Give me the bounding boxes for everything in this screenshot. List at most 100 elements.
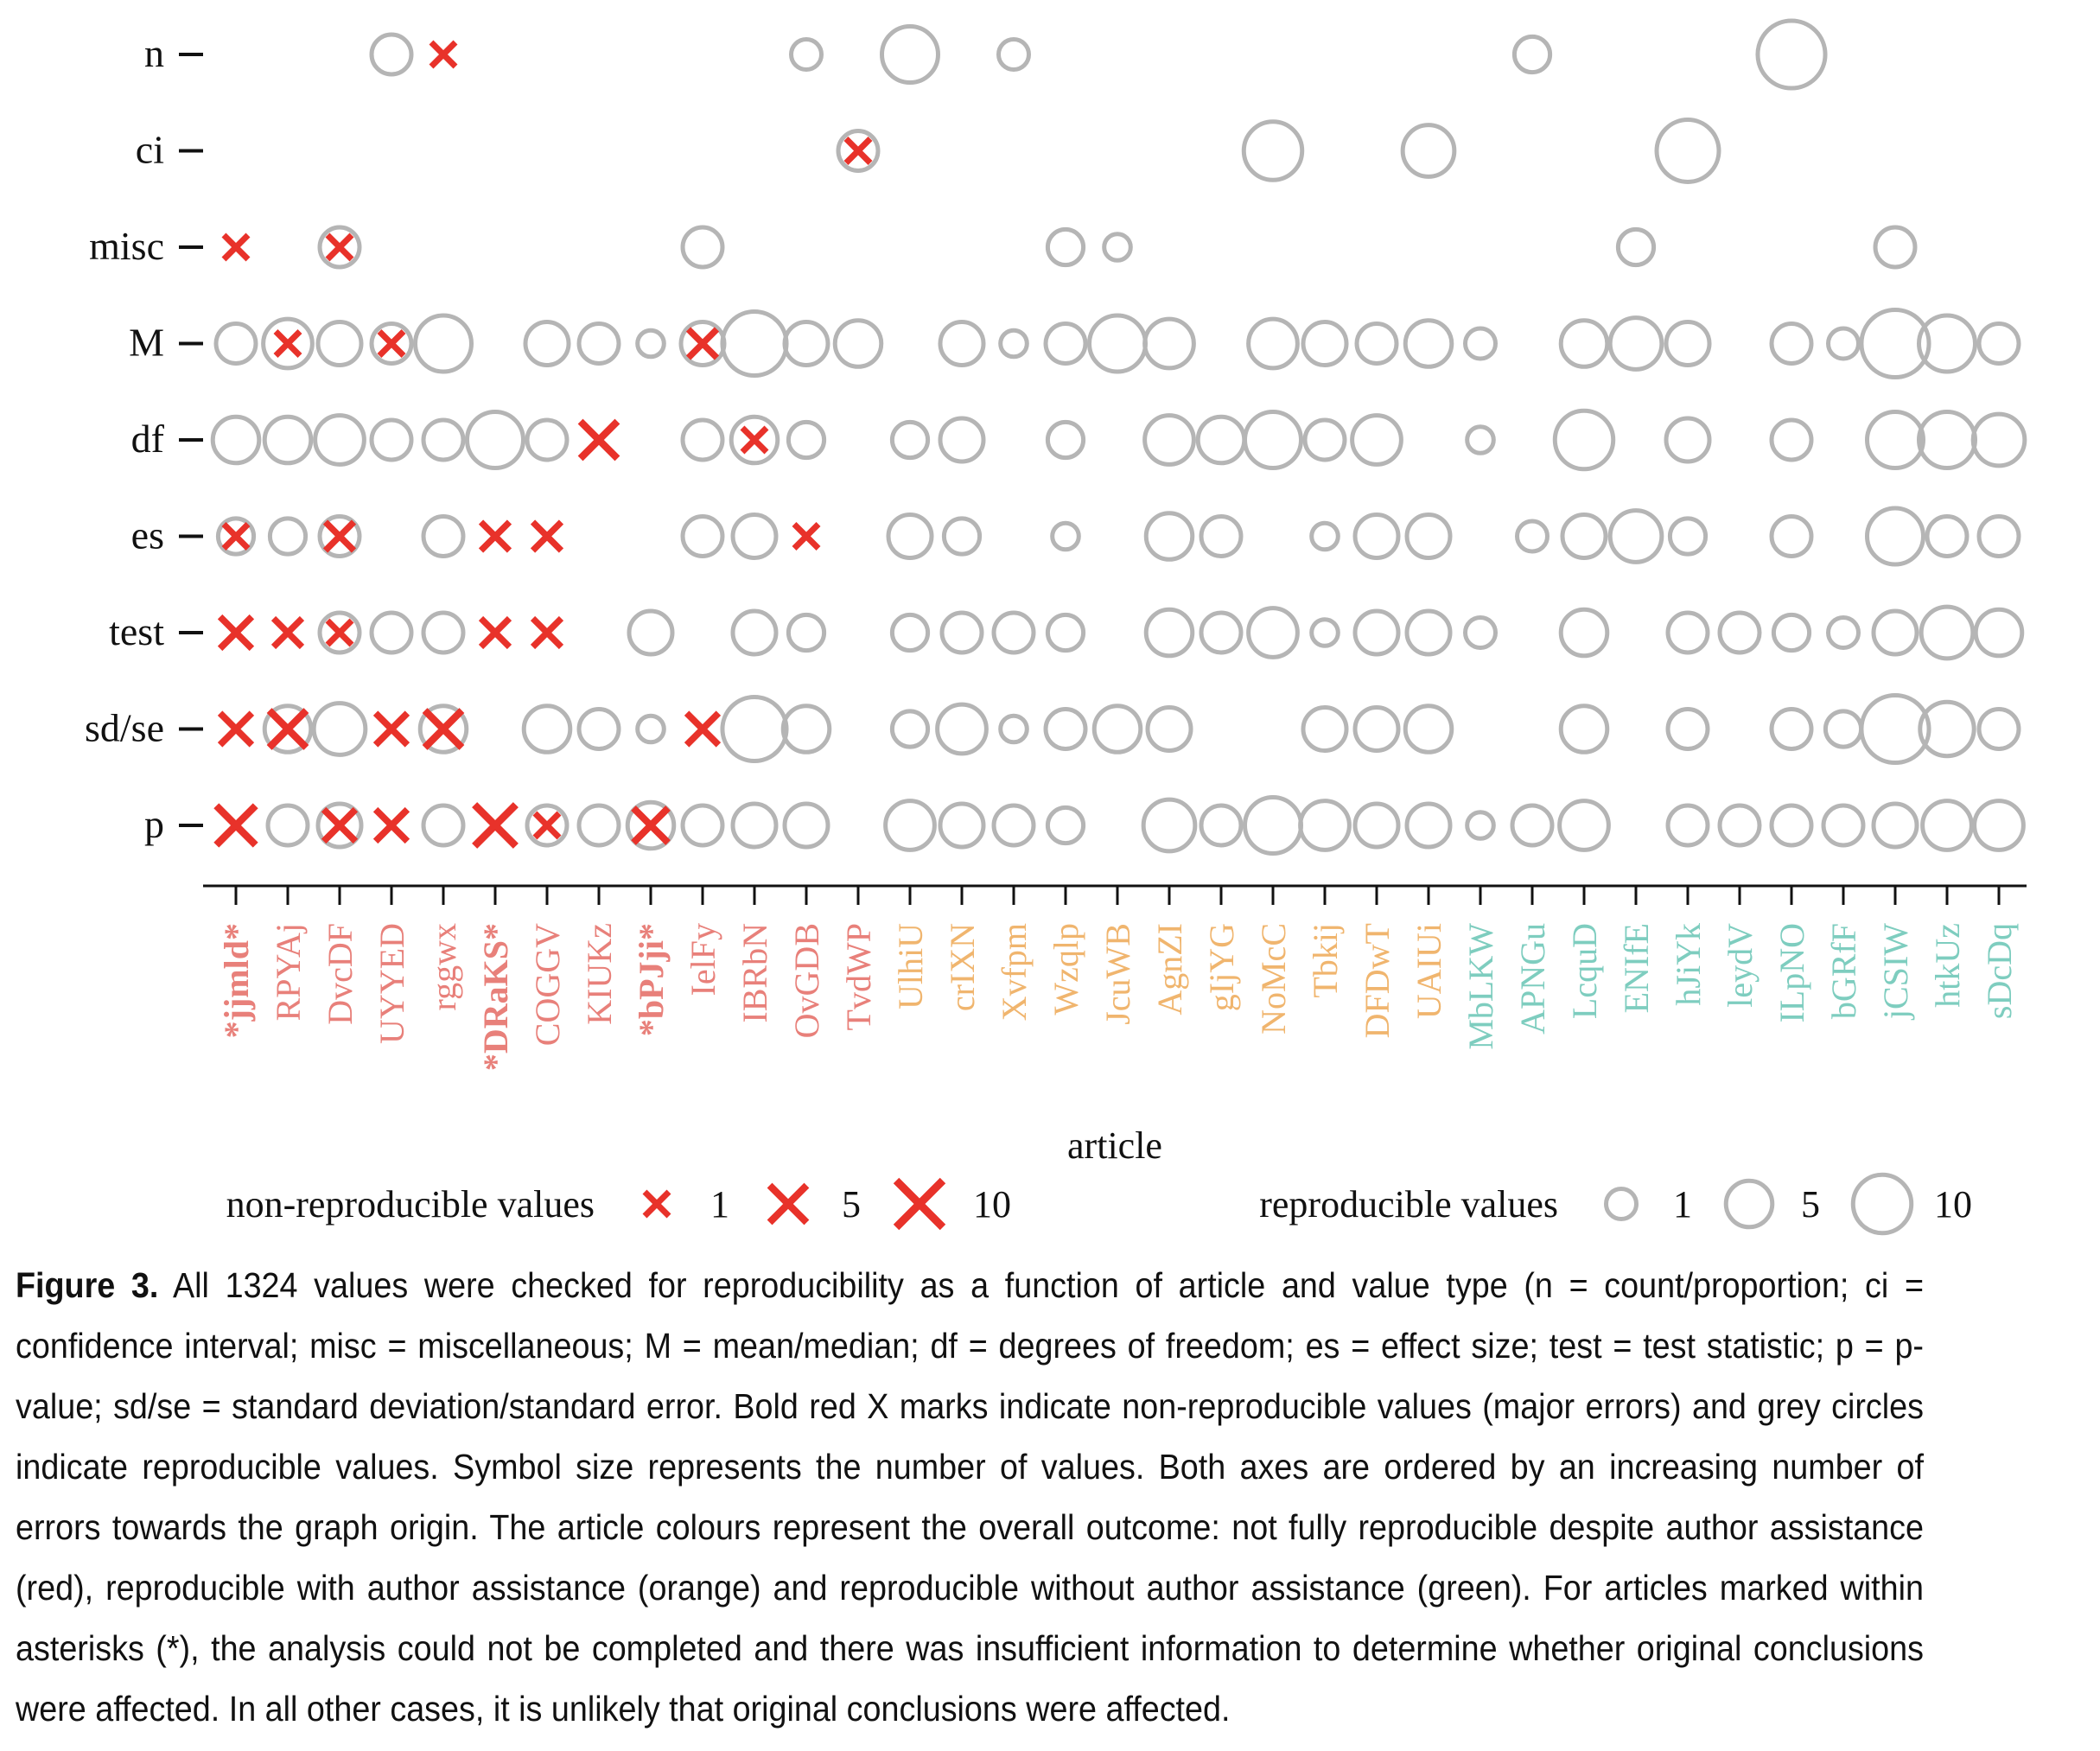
- reproducible-circle-df-jcsiw: [1865, 410, 1925, 470]
- error-cross-m-rpyaj: [273, 329, 302, 358]
- x-tick-label-draks: *DRaKS*: [476, 923, 515, 1071]
- reproducible-circle-p-mblkw: [1465, 810, 1496, 841]
- reproducible-circle-p-coggv: [525, 803, 570, 848]
- reproducible-circle-es-sdcdq: [1976, 514, 2021, 558]
- y-tick-label-p: p: [144, 802, 164, 846]
- reproducible-circle-sd-se-bgrff: [1823, 709, 1864, 749]
- reproducible-circle-ci-hjiyk: [1654, 118, 1721, 184]
- reproducible-circle-sd-se-bpjji: [635, 713, 666, 745]
- reproducible-circle-es-rggwx: [421, 514, 466, 558]
- reproducible-circle-p-uaiui: [1404, 801, 1453, 850]
- reproducible-circle-es-ulhiu: [886, 513, 934, 560]
- x-tick-label-ulhiu: UlhiU: [891, 923, 930, 1009]
- figure-caption: Figure 3. All 1324 values were checked f…: [16, 1255, 1924, 1739]
- reproducible-circle-df-tbkij: [1302, 417, 1347, 462]
- reproducible-circle-sd-se-uaiui: [1403, 704, 1454, 755]
- x-tick-label-ibrbn: IBRbN: [735, 923, 774, 1023]
- reproducible-circle-df-agnzi: [1142, 413, 1196, 467]
- reproducible-circle-es-enife: [1607, 508, 1664, 564]
- error-cross-p-dvcdf: [321, 806, 359, 844]
- y-tick-label-ci: ci: [136, 128, 164, 172]
- reproducible-circle-sd-se-ibrbn: [720, 694, 789, 764]
- reproducible-circle-test-xvfpm: [991, 610, 1036, 655]
- error-cross-misc-dvcdf: [325, 232, 354, 262]
- y-tick-label-m: M: [129, 321, 164, 365]
- reproducible-circle-df-sdcdq: [1970, 411, 2027, 468]
- reproducible-circle-n-ovgdb: [789, 37, 824, 72]
- reproducible-circle-m-bgrff: [1826, 326, 1861, 361]
- reproducible-circle-test-lcqud: [1558, 607, 1610, 659]
- reproducible-circle-df-htkuz: [1917, 410, 1977, 470]
- error-cross-sd-se-jjmld: [217, 710, 255, 748]
- x-tick-label-jjmld: *jjmld*: [217, 923, 256, 1038]
- x-tick-label-nomcc: NoMcC: [1254, 923, 1293, 1035]
- x-tick-label-kiukz: KIUKz: [580, 923, 619, 1025]
- reproducible-circle-test-ovgdb: [786, 612, 827, 653]
- reproducible-circle-es-tbkij: [1309, 520, 1340, 552]
- error-cross-p-bpjji: [631, 805, 671, 845]
- reproducible-circle-sd-se-sdcdq: [1976, 707, 2021, 751]
- dot-matrix-chart: n ci misc Mdf es test sd/se p article *jjmld* RP…: [85, 18, 2027, 1236]
- reproducible-circle-test-nomcc: [1246, 606, 1300, 659]
- reproducible-circle-p-agnzi: [1141, 797, 1198, 854]
- y-tick-label-test: test: [109, 609, 164, 653]
- legend: non-reproducible values 1 5 10 reproducible …: [226, 1172, 1972, 1236]
- reproducible-circle-df-ibrbn: [729, 414, 780, 466]
- reproducible-circle-n-uyyed: [369, 32, 414, 77]
- reproducible-circle-df-rpyaj: [262, 414, 314, 466]
- x-tick-label-ielfy: IelFy: [684, 923, 722, 996]
- reproducible-circle-es-jcsiw: [1865, 506, 1925, 567]
- x-tick-label-uyyed: UYYED: [372, 923, 411, 1044]
- reproducible-circle-p-tbkij: [1298, 799, 1352, 852]
- reproducible-circle-sd-se-wzqlp: [1043, 707, 1088, 751]
- error-cross-sd-se-uyyed: [372, 710, 410, 748]
- x-axis-title: article: [1067, 1124, 1162, 1167]
- error-cross-m-uyyed: [377, 329, 406, 358]
- reproducible-circle-es-dvcdf: [317, 514, 362, 558]
- reproducible-circle-df-draks: [465, 410, 525, 470]
- caption-label: Figure 3.: [16, 1265, 159, 1305]
- reproducible-circle-es-crixn: [941, 516, 983, 557]
- error-cross-sd-se-rpyaj: [266, 708, 309, 750]
- reproducible-circle-m-jjmld: [213, 322, 258, 366]
- reproducible-circle-m-wzqlp: [1043, 322, 1088, 366]
- x-tick-label-apngu: APNGu: [1513, 923, 1552, 1035]
- reproducible-circle-m-ovgdb: [782, 320, 830, 367]
- reproducible-circle-m-tbkij: [1301, 320, 1349, 367]
- reproducible-circle-test-ilpno: [1771, 612, 1812, 653]
- x-tick-label-lcqud: LcquD: [1565, 923, 1604, 1019]
- reproducible-circle-sd-se-rpyaj: [262, 704, 314, 755]
- error-cross-ci-tvdwp: [843, 137, 873, 165]
- reproducible-circle-es-agnzi: [1143, 511, 1195, 562]
- reproducible-circle-sd-se-crixn: [935, 702, 989, 756]
- reproducible-circle-test-ibrbn: [730, 608, 779, 657]
- error-cross-test-coggv: [530, 615, 564, 650]
- legend-circle-1: [1604, 1187, 1639, 1221]
- reproducible-circle-m-lcqud: [1558, 318, 1610, 369]
- reproducible-circle-df-dfdwt: [1350, 413, 1403, 467]
- error-cross-es-jjmld: [221, 522, 251, 551]
- reproducible-circle-sd-se-ovgdb: [780, 704, 832, 755]
- legend-nonrep-label: non-reproducible values: [226, 1183, 595, 1226]
- reproducible-circle-test-crixn: [939, 610, 984, 655]
- legend-cross-1: [642, 1189, 671, 1219]
- reproducible-circle-es-dfdwt: [1352, 513, 1401, 560]
- x-tick-label-wzqlp: Wzqlp: [1047, 923, 1085, 1016]
- reproducible-circle-es-gijyg: [1199, 514, 1244, 558]
- x-tick-label-jcsiw: jCSIW: [1876, 923, 1915, 1021]
- x-tick-label-rggwx: rggwx: [424, 923, 463, 1010]
- reproducible-circle-ci-nomcc: [1241, 119, 1305, 182]
- x-tick-label-enife: ENIfE: [1617, 923, 1656, 1013]
- reproducible-circle-sd-se-agnzi: [1145, 705, 1193, 753]
- x-tick-label-xvfpm: Xvfpm: [995, 923, 1034, 1021]
- x-tick-label-jcuwb: JcuWB: [1098, 923, 1137, 1025]
- reproducible-circle-p-dvcdf: [315, 801, 364, 850]
- error-cross-es-draks: [478, 519, 512, 553]
- reproducible-circle-df-rggwx: [421, 417, 466, 462]
- reproducible-circle-df-gijyg: [1195, 414, 1247, 466]
- reproducible-circle-n-ilpno: [1755, 18, 1828, 91]
- reproducible-circle-df-crixn: [938, 416, 986, 464]
- reproducible-circle-sd-se-dfdwt: [1352, 705, 1401, 753]
- x-tick-label-bgrff: bGRfF: [1824, 923, 1863, 1019]
- reproducible-circle-es-wzqlp: [1050, 520, 1081, 552]
